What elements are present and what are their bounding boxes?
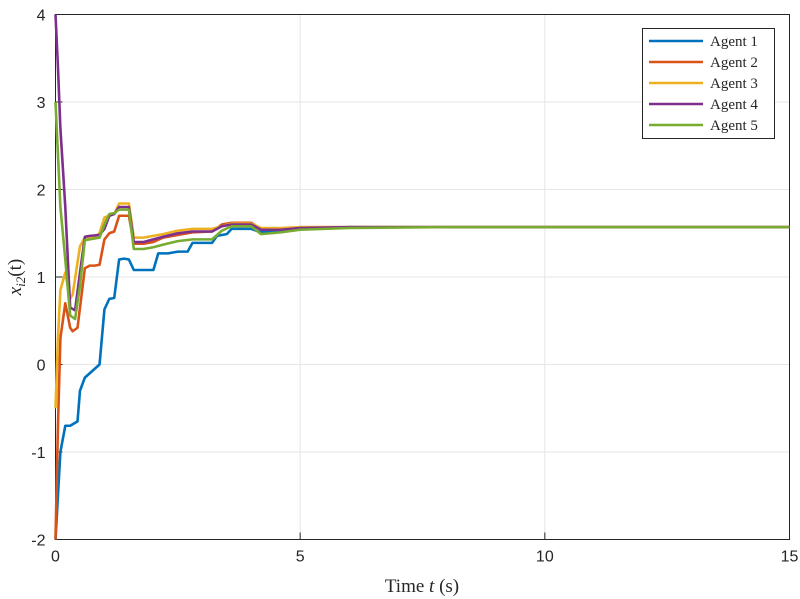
series-line-agent-2 — [54, 214, 790, 540]
legend-entry-agent-1: Agent 1 — [649, 34, 758, 50]
legend-label: Agent 1 — [710, 34, 758, 50]
y-tick-label: 1 — [37, 270, 46, 287]
legend-entry-agent-3: Agent 3 — [649, 76, 758, 92]
y-axis-label: xi2(t) — [5, 259, 28, 297]
legend-items: Agent 1 Agent 2 Agent 3 Agent 4 Agent 5 — [649, 34, 758, 134]
legend-label: Agent 4 — [710, 97, 758, 113]
y-tick-label: 4 — [37, 8, 46, 25]
series-layer — [54, 14, 790, 540]
x-tick-label: 15 — [781, 549, 799, 566]
series-line-agent-3 — [54, 202, 790, 409]
legend-label: Agent 3 — [710, 76, 758, 92]
y-tick-label: -2 — [31, 533, 45, 550]
x-axis-label: Time t (s) — [385, 576, 459, 597]
y-tick-label: 3 — [37, 95, 46, 112]
legend-entry-agent-4: Agent 4 — [649, 97, 758, 113]
x-axis-ticks: 0 5 10 15 — [51, 532, 799, 566]
legend-label: Agent 2 — [710, 55, 758, 71]
y-tick-label: 0 — [37, 358, 46, 375]
legend-entry-agent-2: Agent 2 — [649, 55, 758, 71]
x-tick-label: 0 — [51, 549, 60, 566]
legend-entry-agent-5: Agent 5 — [649, 118, 758, 134]
y-tick-label: 2 — [37, 183, 46, 200]
x-tick-label: 10 — [536, 549, 554, 566]
series-line-agent-5 — [54, 101, 790, 321]
y-tick-label: -1 — [31, 445, 45, 462]
legend: Agent 1 Agent 2 Agent 3 Agent 4 Agent 5 — [642, 28, 775, 139]
legend-label: Agent 5 — [710, 118, 758, 134]
y-axis-ticks: -2 -1 0 1 2 3 4 — [31, 8, 63, 550]
x-tick-label: 5 — [296, 549, 305, 566]
series-line-agent-1 — [54, 225, 790, 540]
